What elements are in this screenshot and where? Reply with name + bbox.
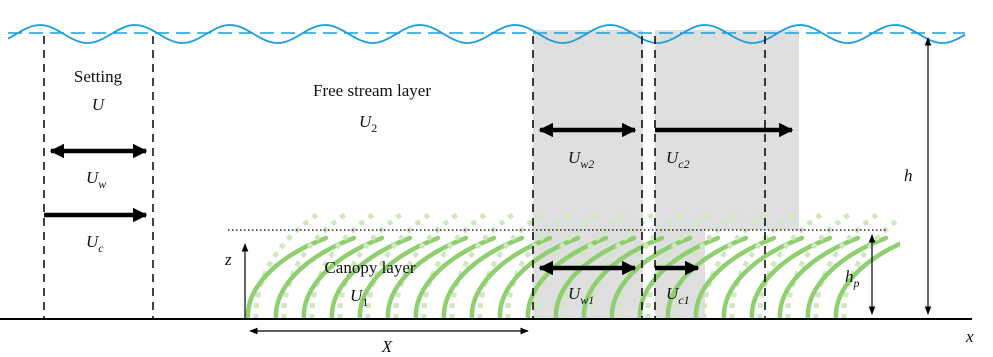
water-surface-wave xyxy=(7,24,966,44)
label-hp: hp xyxy=(845,267,860,290)
canopy-stem-ghost xyxy=(365,211,432,319)
canopy-stem-ghost xyxy=(701,211,768,319)
label-h: h xyxy=(904,166,913,185)
canopy-stem-ghost xyxy=(337,211,404,319)
canopy-stem-ghost xyxy=(785,211,852,319)
canopy-stem-ghost xyxy=(673,211,740,319)
label-u: U xyxy=(92,95,106,114)
canopy-stem-ghost xyxy=(393,211,460,319)
dashed-section-lines xyxy=(43,36,766,319)
canopy-stem-ghost xyxy=(757,211,824,319)
label-z: z xyxy=(224,250,232,269)
shaded-region-wave xyxy=(533,30,643,319)
canopy-stem-ghost xyxy=(561,211,628,319)
label-uw: Uw xyxy=(86,168,106,191)
canopy-stem-ghost xyxy=(253,211,320,319)
canopy-stem-ghost xyxy=(813,211,880,319)
canopy-vegetation xyxy=(245,211,900,319)
canopy-stem-ghost xyxy=(421,211,488,319)
label-uw1: Uw1 xyxy=(568,284,594,307)
label-u1: U1 xyxy=(350,286,368,309)
canopy-stem-ghost xyxy=(533,211,600,319)
label-free-stream-layer: Free stream layer xyxy=(313,81,431,100)
canopy-stem-ghost xyxy=(617,211,684,319)
canopy-stem-ghost xyxy=(841,215,900,319)
label-uc2: Uc2 xyxy=(666,148,690,171)
canopy-stem-ghost xyxy=(309,211,376,319)
label-x-axis: x xyxy=(965,327,974,346)
canopy-stem-ghost xyxy=(505,211,572,319)
label-u2: U2 xyxy=(359,112,377,135)
label-canopy-layer: Canopy layer xyxy=(324,258,415,277)
canopy-stem-ghost xyxy=(281,211,348,319)
canopy-stem-ghost xyxy=(729,211,796,319)
canopy-stem xyxy=(833,241,900,319)
canopy-stem-ghost xyxy=(449,211,516,319)
label-uw2: Uw2 xyxy=(568,148,594,171)
label-X: X xyxy=(381,337,393,356)
canopy-stem-ghost xyxy=(645,211,712,319)
label-uc1: Uc1 xyxy=(666,284,690,307)
label-setting: Setting xyxy=(74,67,123,86)
label-uc: Uc xyxy=(86,232,104,255)
canopy-stem-ghost xyxy=(477,211,544,319)
